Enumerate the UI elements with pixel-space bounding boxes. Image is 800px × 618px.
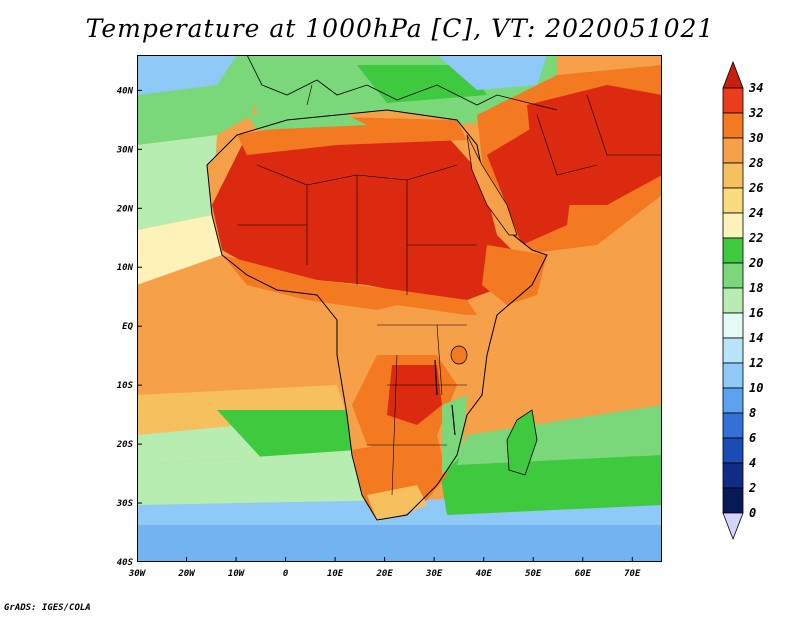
colorbar-swatch [722,362,744,389]
europe-coastline [246,55,558,111]
region-arabia-west [487,125,577,245]
lon-tick-label: 30W [128,569,147,579]
region-madagascar [506,409,538,476]
colorbar-level-label: 8 [749,406,756,420]
colorbar-level-label: 22 [748,231,763,245]
ocean-region-tropical-east [137,215,222,285]
red-sea [466,134,518,236]
lon-tick-label: 20W [177,569,196,579]
lat-tick-label: 20S [116,440,134,450]
region-cape [367,485,427,520]
country-borders [237,84,662,496]
colorbar-swatch [722,112,744,139]
colorbar-level-label: 28 [748,156,763,170]
region-sahel [222,255,477,315]
colorbar-level-label: 20 [748,256,763,270]
colorbar-top-arrow [722,60,744,89]
colorbar-level-label: 6 [749,431,756,445]
lon-tick-label: 40E [476,569,493,579]
page-title: Temperature at 1000hPa [C], VT: 20200510… [85,14,715,43]
colorbar-swatch [722,262,744,289]
lon-tick-label: 20E [376,569,394,579]
colorbar-level-label: 0 [749,506,756,520]
lat-tick-label: 30N [116,145,134,155]
colorbar-swatch [722,287,744,314]
colorbar-level-label: 32 [748,106,763,120]
lon-tick-label: 50E [525,569,542,579]
colorbar-level-label: 18 [749,281,763,295]
lat-tick-label: 40N [117,86,134,96]
region-horn [482,245,547,305]
lat-tick-label: 10S [117,381,134,391]
colorbar-bottom-arrow [722,512,744,541]
region-sahara [212,117,517,300]
colorbar-level-label: 2 [748,481,756,495]
colorbar-swatch [722,462,744,489]
lake-victoria [450,345,468,365]
africa-coastline [206,109,548,521]
map-border [137,55,662,562]
colorbar-level-label: 24 [748,206,763,220]
colorbar-level-label: 12 [749,356,763,370]
colorbar-level-label: 26 [748,181,763,195]
lat-tick-label: 40S [117,558,134,568]
colorbar-swatch [722,387,744,414]
region-black-sea [437,55,547,90]
colorbar-level-label: 10 [749,381,763,395]
colorbar-swatch [722,212,744,239]
temperature-map [136,55,662,563]
colorbar-swatch [722,437,744,464]
colorbar-swatch [722,312,744,339]
colorbar-level-label: 16 [749,306,763,320]
ocean-region-south-atlantic [137,450,377,515]
region-central-africa [337,305,487,395]
colorbar-swatch [722,187,744,214]
colorbar-swatch [722,337,744,364]
lat-tick-label: 10N [117,263,134,273]
colorbar-level-label: 30 [748,131,763,145]
lon-tick-label: 60E [575,569,592,579]
colorbar-level-label: 14 [749,331,763,345]
lon-tick-label: 70E [624,569,641,579]
colorbar-level-label: 4 [749,456,756,470]
footer-credit: GrADS: IGES/COLA [4,603,91,613]
colorbar-swatch [722,487,744,514]
ocean-region-north-cool [137,55,237,95]
map-canvas [136,55,662,563]
region-zambia-hot [387,365,442,425]
ocean-region-canary [137,135,217,230]
lat-tick-label: EQ [122,322,133,332]
lake-tanganyika [434,359,438,396]
lon-tick-label: 30E [425,569,443,579]
lon-tick-label: 0 [283,569,289,579]
colorbar-swatch [722,137,744,164]
colorbar-swatch [722,412,744,439]
colorbar-swatch [722,237,744,264]
lat-tick-label: 30S [116,499,134,509]
colorbar-level-label: 34 [748,81,763,95]
lat-tick-label: 20N [116,204,134,214]
lon-tick-label: 10E [327,569,344,579]
colorbar-swatch [722,162,744,189]
lon-tick-label: 10W [228,569,246,579]
ocean-region-southern-cold [137,525,662,562]
colorbar-swatch [722,87,744,114]
map-ticks [136,89,633,563]
lake-malawi [451,404,456,436]
